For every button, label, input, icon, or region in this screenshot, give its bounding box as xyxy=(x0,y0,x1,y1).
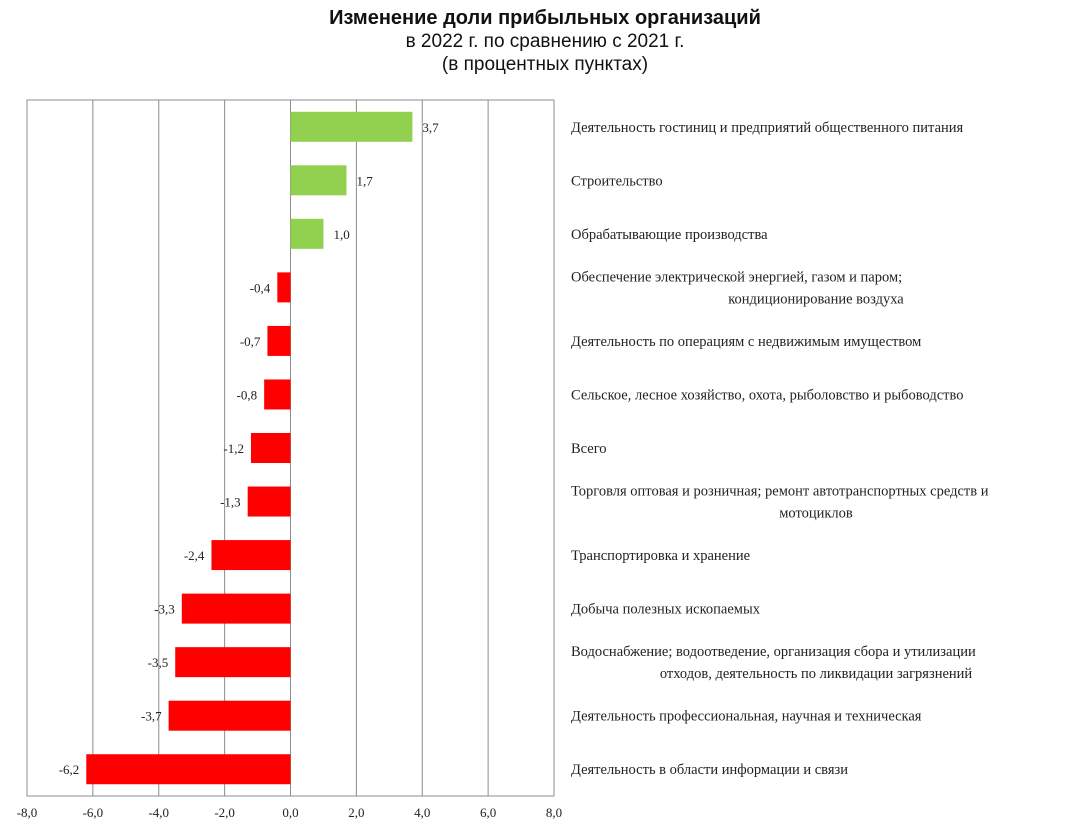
bar xyxy=(181,593,291,624)
category-label: Строительство xyxy=(571,173,663,189)
category-label: Обрабатывающие производства xyxy=(571,227,768,243)
x-tick-label: 4,0 xyxy=(414,805,430,820)
x-tick-label: -8,0 xyxy=(17,805,38,820)
plot-frame xyxy=(26,99,555,797)
category-label: кондиционирование воздуха xyxy=(728,291,904,307)
bar xyxy=(211,540,291,571)
chart-subtitle: в 2022 г. по сравнению с 2021 г. xyxy=(405,31,685,52)
chart-title-block: Изменение доли прибыльных организаций в … xyxy=(0,6,1080,76)
value-label: -6,2 xyxy=(59,762,80,777)
category-label: Деятельность профессиональная, научная и… xyxy=(571,709,922,725)
bar xyxy=(86,754,291,785)
bar xyxy=(290,111,413,142)
category-label: Обеспечение электрической энергией, газо… xyxy=(571,269,902,285)
value-label: -3,5 xyxy=(148,655,169,670)
bar xyxy=(290,165,347,196)
x-tick-label: 0,0 xyxy=(282,805,298,820)
value-label: -2,4 xyxy=(184,548,205,563)
x-tick-label: -6,0 xyxy=(83,805,104,820)
category-label: отходов, деятельность по ликвидации загр… xyxy=(660,666,973,682)
category-label: Всего xyxy=(571,441,607,457)
x-tick-label: 2,0 xyxy=(348,805,364,820)
category-label: Деятельность в области информации и связ… xyxy=(571,762,848,778)
bar xyxy=(267,325,291,356)
bar xyxy=(264,379,291,410)
value-label: -0,7 xyxy=(240,334,261,349)
bar xyxy=(290,218,324,249)
category-label: Деятельность гостиниц и предприятий обще… xyxy=(571,120,964,136)
value-label: -3,3 xyxy=(154,602,175,617)
value-label: -3,7 xyxy=(141,709,162,724)
value-label: 1,7 xyxy=(356,173,373,188)
category-label: Транспортировка и хранение xyxy=(571,548,750,564)
x-tick-label: 8,0 xyxy=(546,805,562,820)
value-label: -0,8 xyxy=(237,387,258,402)
category-label: мотоциклов xyxy=(779,506,853,522)
value-label: 3,7 xyxy=(422,120,439,135)
x-tick-label: 6,0 xyxy=(480,805,496,820)
value-label: -0,4 xyxy=(250,280,271,295)
bar xyxy=(250,433,291,463)
category-label: Торговля оптовая и розничная; ремонт авт… xyxy=(571,484,989,500)
bar xyxy=(277,272,291,303)
category-label: Водоснабжение; водоотведение, организаци… xyxy=(571,644,976,660)
category-label: Сельское, лесное хозяйство, охота, рыбол… xyxy=(571,387,963,403)
category-label: Добыча полезных ископаемых xyxy=(571,602,761,618)
bar xyxy=(175,647,291,678)
x-tick-label: -2,0 xyxy=(214,805,235,820)
category-label: Деятельность по операциям с недвижимым и… xyxy=(571,334,921,350)
value-label: 1,0 xyxy=(333,227,349,242)
value-label: -1,3 xyxy=(220,495,241,510)
chart-title: Изменение доли прибыльных организаций xyxy=(329,7,761,29)
bar xyxy=(247,486,291,517)
bar xyxy=(168,700,291,731)
chart-units: (в процентных пунктах) xyxy=(441,54,649,75)
x-tick-label: -4,0 xyxy=(148,805,169,820)
value-label: -1,2 xyxy=(223,441,244,456)
